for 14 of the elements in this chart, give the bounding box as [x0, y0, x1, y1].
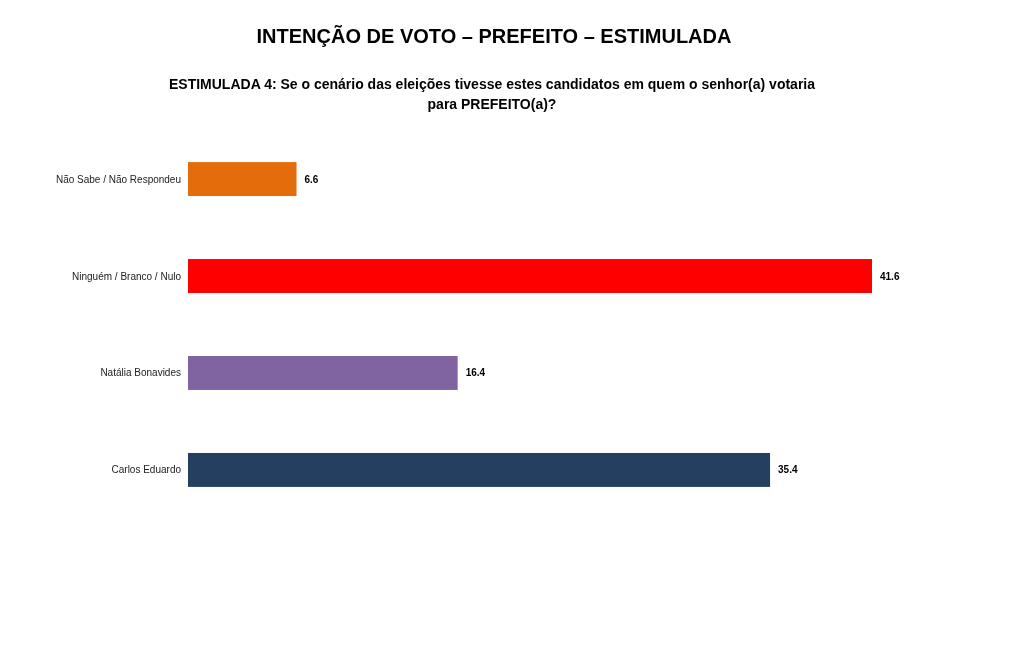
bar	[188, 356, 458, 390]
data-label: 41.6	[880, 270, 900, 282]
data-label: 6.6	[304, 173, 319, 185]
chart-title: INTENÇÃO DE VOTO – PREFEITO – ESTIMULADA	[256, 25, 732, 47]
bar	[188, 259, 872, 293]
data-label: 35.4	[778, 464, 798, 476]
y-tick-label: Não Sabe / Não Respondeu	[55, 173, 181, 185]
bar	[188, 162, 297, 197]
bar	[188, 452, 771, 487]
y-tick-label: Natália Bonavides	[100, 367, 181, 379]
y-tick-label: Ninguém / Branco / Nulo	[72, 270, 182, 282]
data-label: 16.4	[465, 367, 486, 379]
chart-subtitle: ESTIMULADA 4: Se o cenário das eleições tivesse estes candidatos em quem o senhor(a) votaria para PREFEITO(a)?	[168, 76, 816, 112]
y-tick-label: Carlos Eduardo	[111, 464, 182, 476]
